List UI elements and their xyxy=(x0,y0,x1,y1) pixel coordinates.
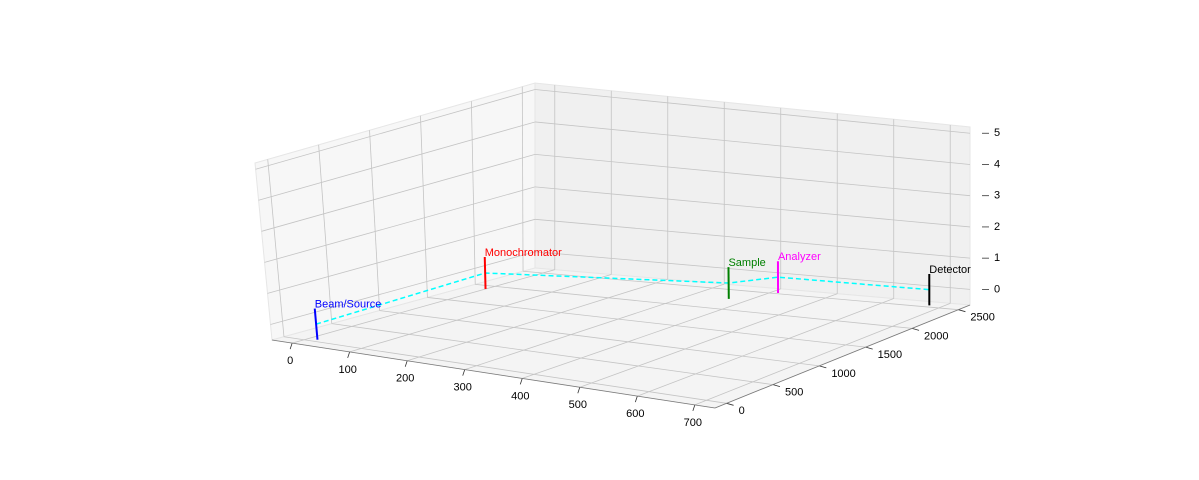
tick-mark xyxy=(692,404,696,412)
tick-mark xyxy=(819,365,827,369)
x-axis-line xyxy=(271,339,716,409)
y-tick-label: 500 xyxy=(785,386,803,398)
tick-mark xyxy=(462,369,466,376)
tick-mark xyxy=(911,328,920,331)
tick-mark xyxy=(347,351,351,359)
component-label: Sample xyxy=(728,257,765,269)
tick-mark xyxy=(289,342,293,350)
component-label: Detector xyxy=(929,264,971,276)
grid-line xyxy=(283,336,727,404)
component-marker xyxy=(483,256,487,290)
grid-line xyxy=(475,283,913,329)
grid-line xyxy=(534,89,971,134)
grid-line xyxy=(534,218,971,259)
grid-line xyxy=(261,154,536,232)
x-tick-label: 500 xyxy=(569,399,587,411)
grid-line xyxy=(258,121,536,201)
tick-mark xyxy=(577,387,581,394)
component-label: Monochromator xyxy=(485,247,562,259)
tick-mark xyxy=(726,402,734,406)
grid-line xyxy=(579,293,838,388)
back-pane xyxy=(534,82,971,306)
y-tick-label: 2000 xyxy=(924,330,948,342)
grid-line xyxy=(470,101,476,285)
grid-line xyxy=(318,144,333,324)
grid-line xyxy=(255,89,536,170)
grid-line xyxy=(331,323,774,385)
tick-mark xyxy=(634,395,638,403)
grid-line xyxy=(694,302,951,406)
x-tick-label: 700 xyxy=(684,417,702,429)
grid-line xyxy=(292,269,555,344)
z-tick-label: 0 xyxy=(994,283,1000,295)
x-tick-label: 200 xyxy=(396,373,414,385)
grid-line xyxy=(407,278,668,362)
grid-line xyxy=(264,186,536,263)
y-tick-label: 2500 xyxy=(970,312,994,324)
y-tick-label: 1500 xyxy=(878,349,902,361)
y-tick-label: 0 xyxy=(739,405,745,417)
grid-line xyxy=(534,154,971,197)
x-tick-label: 0 xyxy=(287,355,293,367)
grid-line xyxy=(534,121,971,165)
tick-mark xyxy=(519,378,523,385)
component-label: Analyzer xyxy=(778,251,821,263)
grid-line xyxy=(637,298,894,397)
grid-line xyxy=(523,270,959,311)
z-tick-label: 2 xyxy=(994,221,1000,233)
z-tick-label: 1 xyxy=(994,252,1000,264)
tick-mark xyxy=(865,346,873,350)
grid-line xyxy=(267,159,285,337)
y-tick-label: 1000 xyxy=(831,368,855,380)
grid-line xyxy=(267,218,536,294)
tick-mark xyxy=(958,309,966,313)
grid-line xyxy=(427,297,866,348)
y-axis-line xyxy=(714,304,971,409)
grid-line xyxy=(464,283,725,370)
grid-line xyxy=(369,130,380,311)
x-tick-label: 100 xyxy=(338,364,356,376)
z-tick-label: 5 xyxy=(994,127,1000,139)
grid-line xyxy=(349,274,612,353)
grid-line xyxy=(379,310,820,367)
grid-line xyxy=(522,288,781,379)
x-tick-label: 400 xyxy=(511,390,529,402)
grid-line xyxy=(420,115,428,298)
x-tick-label: 300 xyxy=(454,381,472,393)
tick-mark xyxy=(404,360,408,367)
z-tick-label: 3 xyxy=(994,190,1000,202)
component-marker xyxy=(313,308,319,340)
z-tick-label: 4 xyxy=(994,158,1000,170)
grid-line xyxy=(534,186,971,228)
grid-line xyxy=(534,251,971,290)
x-tick-label: 600 xyxy=(626,408,644,420)
component-label: Beam/Source xyxy=(315,298,382,310)
tick-mark xyxy=(772,384,781,387)
grid-line xyxy=(521,86,524,272)
